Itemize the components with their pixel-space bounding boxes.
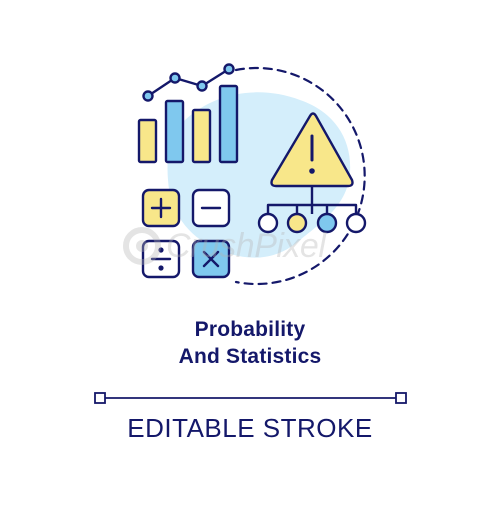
title-line-2: And Statistics (178, 345, 322, 368)
minus-icon (191, 188, 231, 228)
bar-chart-icon (137, 84, 239, 164)
trend-line-icon (142, 63, 235, 102)
editable-stroke-caption: EDITABLE STROKE (127, 413, 373, 443)
watermark: CrushPixel (120, 226, 390, 266)
warning-icon (270, 112, 354, 188)
left-handle[interactable] (94, 392, 106, 404)
multiply-icon (191, 239, 231, 279)
stroke-guide (94, 392, 407, 404)
plus-icon (141, 188, 181, 228)
watermark-logo-icon (123, 227, 161, 265)
title-line-1: Probability (194, 318, 306, 341)
divide-icon (141, 239, 181, 279)
dashed-arc (234, 66, 366, 286)
decision-tree-icon (257, 186, 367, 234)
watermark-text: CrushPixel (166, 227, 326, 265)
right-handle[interactable] (395, 392, 407, 404)
